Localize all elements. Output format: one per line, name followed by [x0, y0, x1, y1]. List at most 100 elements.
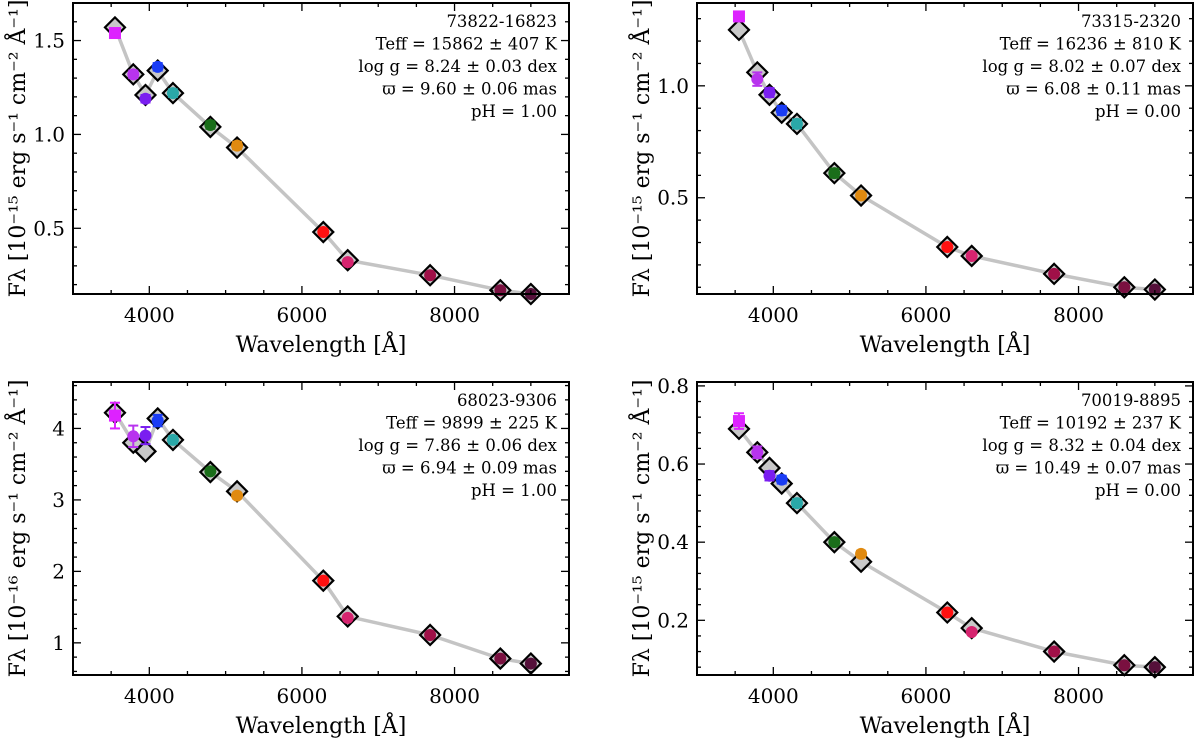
- observed-point: [424, 269, 437, 282]
- fit-parameter: pH = 0.00: [1095, 102, 1181, 121]
- observed-point: [775, 104, 788, 117]
- star-id: 73315-2320: [1081, 12, 1181, 31]
- y-tick-label: 2: [52, 559, 65, 583]
- fit-parameter: Teff = 16236 ± 810 K: [1000, 35, 1182, 54]
- observed-point: [317, 574, 330, 587]
- fit-parameter: ϖ = 9.60 ± 0.06 mas: [382, 80, 557, 99]
- observed-point: [1118, 281, 1131, 294]
- panel-bottom-right: 4000 6000 8000 0.2 0.4 0.6 0.8 Wavelength [Å] Fλ…: [627, 374, 1194, 739]
- y-tick-label: 0.4: [657, 530, 689, 554]
- observed-point: [108, 27, 121, 40]
- star-id: 73822-16823: [446, 12, 557, 31]
- axes-frame: [72, 2, 570, 295]
- observed-point: [775, 473, 788, 486]
- observed-point: [1118, 659, 1131, 672]
- observed-point: [1048, 267, 1061, 280]
- observed-point: [204, 465, 217, 478]
- x-tick-label: 6000: [276, 303, 327, 327]
- x-axis-label: Wavelength [Å]: [860, 711, 1031, 739]
- y-tick-label: 1.5: [33, 29, 65, 53]
- x-tick-label: 6000: [900, 303, 951, 327]
- y-tick-label: 0.5: [33, 216, 65, 240]
- observed-point: [965, 626, 978, 639]
- x-tick-label: 4000: [124, 684, 175, 708]
- observed-point: [763, 86, 776, 99]
- model-point: [133, 439, 158, 463]
- observed-point: [231, 489, 244, 502]
- star-id: 68023-9306: [457, 391, 557, 410]
- x-axis-label: Wavelength [Å]: [860, 330, 1031, 358]
- y-axis-label: Fλ [10⁻¹⁶ erg s⁻¹ cm⁻² Å⁻¹]: [3, 380, 31, 678]
- observed-point: [151, 60, 164, 73]
- star-id: 70019-8895: [1081, 391, 1181, 410]
- observed-point: [231, 139, 244, 152]
- y-tick-label: 3: [52, 488, 65, 512]
- x-tick-label: 8000: [1053, 684, 1104, 708]
- y-tick-label: 0.5: [657, 186, 689, 210]
- panel-bottom-left: 4000 6000 8000 1 2 3 4 Wavelength [Å] Fλ [10⁻¹⁶ …: [3, 380, 570, 739]
- observed-point: [941, 240, 954, 253]
- observed-point: [127, 68, 140, 81]
- observed-point: [1148, 283, 1161, 296]
- observed-point: [855, 189, 868, 202]
- fit-parameter: log g = 8.24 ± 0.03 dex: [358, 57, 557, 76]
- observed-point: [732, 10, 745, 23]
- observed-point: [1048, 645, 1061, 658]
- fit-parameter: pH = 1.00: [471, 481, 557, 500]
- observed-point: [790, 117, 803, 130]
- fit-parameter: pH = 1.00: [471, 102, 557, 121]
- x-tick-label: 4000: [124, 303, 175, 327]
- fit-parameter: Teff = 9899 ± 225 K: [386, 414, 558, 433]
- observed-point: [108, 409, 121, 422]
- observed-point: [828, 167, 841, 180]
- observed-point: [204, 119, 217, 132]
- x-axis-label: Wavelength [Å]: [236, 330, 407, 358]
- y-tick-label: 0.8: [657, 374, 689, 398]
- observed-point: [424, 628, 437, 641]
- panel-top-left: 4000 6000 8000 0.5 1.0 1.5 Wavelength [Å] Fλ [1…: [3, 0, 570, 358]
- observed-point: [828, 536, 841, 549]
- x-axis-label: Wavelength [Å]: [236, 711, 407, 739]
- fit-parameter: Teff = 15862 ± 407 K: [376, 35, 558, 54]
- fit-parameter: log g = 7.86 ± 0.06 dex: [358, 436, 557, 455]
- observed-point: [941, 606, 954, 619]
- fit-parameter: Teff = 10192 ± 237 K: [1000, 414, 1182, 433]
- observed-point: [127, 430, 140, 443]
- fit-parameter: log g = 8.32 ± 0.04 dex: [982, 436, 1181, 455]
- x-tick-label: 8000: [429, 303, 480, 327]
- x-tick-label: 6000: [900, 684, 951, 708]
- observed-point: [751, 73, 764, 86]
- observed-point: [751, 446, 764, 459]
- model-point: [727, 18, 751, 42]
- y-tick-label: 1: [52, 631, 65, 655]
- observed-point: [317, 226, 330, 239]
- y-tick-label: 0.6: [657, 452, 689, 476]
- x-tick-label: 8000: [429, 684, 480, 708]
- fit-parameter: ϖ = 6.08 ± 0.11 mas: [1006, 80, 1181, 99]
- fit-parameter: ϖ = 6.94 ± 0.09 mas: [382, 459, 557, 478]
- observed-point: [166, 87, 179, 100]
- axes-frame: [696, 381, 1194, 676]
- observed-point: [763, 469, 776, 482]
- observed-point: [341, 256, 354, 269]
- fit-parameter: ϖ = 10.49 ± 0.07 mas: [996, 459, 1181, 478]
- observed-point: [494, 652, 507, 665]
- y-axis-label: Fλ [10⁻¹⁵ erg s⁻¹ cm⁻² Å⁻¹]: [627, 380, 655, 678]
- observed-point: [965, 249, 978, 262]
- observed-point: [139, 92, 152, 105]
- y-tick-label: 1.0: [33, 122, 65, 146]
- y-axis-label: Fλ [10⁻¹⁵ erg s⁻¹ cm⁻² Å⁻¹]: [3, 0, 31, 297]
- observed-point: [855, 547, 868, 560]
- y-tick-label: 0.2: [657, 608, 689, 632]
- y-tick-label: 4: [52, 416, 65, 440]
- x-tick-label: 6000: [276, 684, 327, 708]
- observed-point: [1148, 661, 1161, 674]
- observed-point: [790, 497, 803, 510]
- y-tick-label: 1.0: [657, 74, 689, 98]
- observed-point: [166, 433, 179, 446]
- panel-top-right: 4000 6000 8000 0.5 1.0 Wavelength [Å] Fλ [10⁻¹…: [627, 0, 1194, 358]
- x-tick-label: 4000: [748, 303, 799, 327]
- observed-point: [341, 611, 354, 624]
- observed-point: [732, 415, 745, 428]
